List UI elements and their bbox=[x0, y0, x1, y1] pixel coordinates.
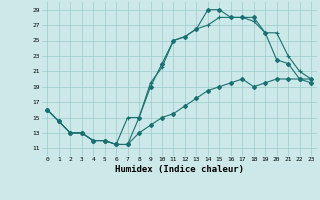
X-axis label: Humidex (Indice chaleur): Humidex (Indice chaleur) bbox=[115, 165, 244, 174]
